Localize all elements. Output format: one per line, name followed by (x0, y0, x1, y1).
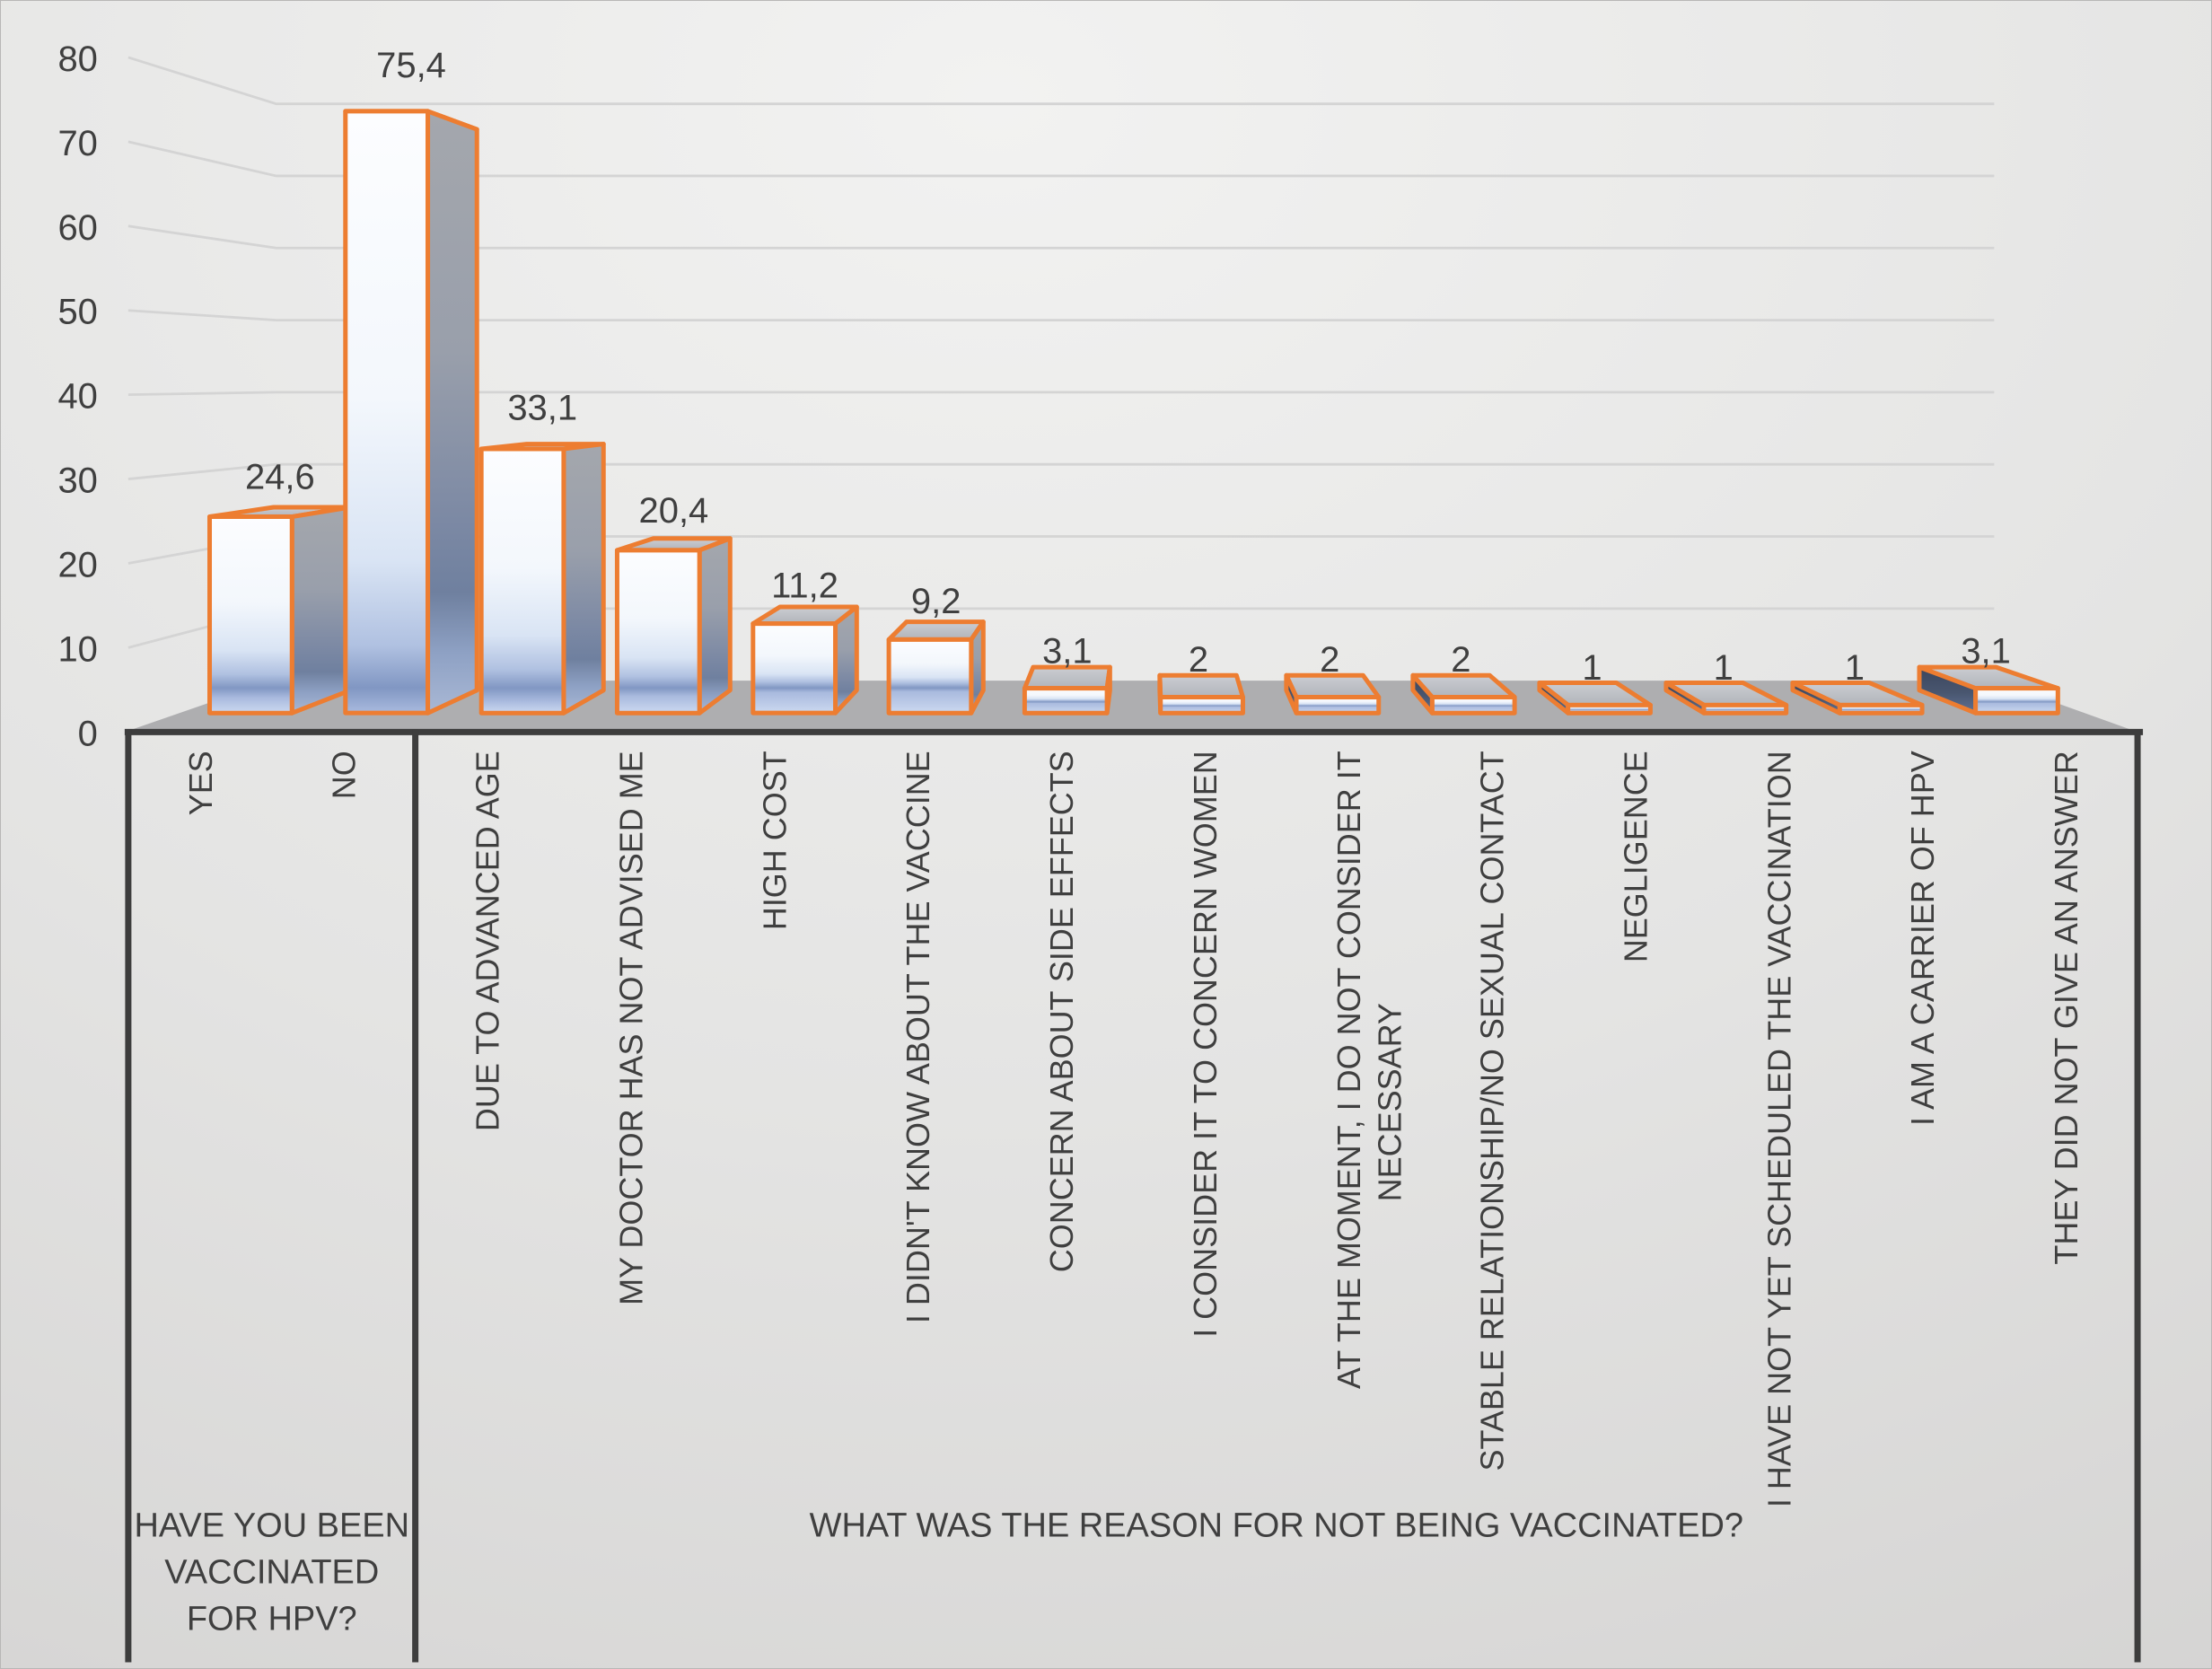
category-label: STABLE RELATIONSHIP/NO SEXUAL CONTACT (1474, 751, 1511, 1471)
bar-0 (207, 505, 353, 716)
bar-value-label: 9,2 (911, 582, 961, 621)
bar-value-label: 2 (1320, 640, 1339, 680)
gridline (127, 309, 1995, 322)
bar-front-face (886, 637, 974, 716)
bar-front-face (478, 446, 566, 716)
category-label: NEGLIGENCE (1618, 751, 1655, 962)
bar-front-face (1701, 702, 1789, 716)
bar-side-face (697, 536, 733, 716)
bar-front-face (1429, 694, 1517, 716)
y-axis-tick-label: 10 (57, 629, 97, 669)
y-axis-tick-label: 50 (57, 293, 97, 332)
category-label: NO (326, 751, 363, 799)
bar-value-label: 1 (1845, 648, 1865, 688)
gridline (127, 56, 1995, 106)
bar-front-face (1566, 702, 1653, 716)
y-axis-tick-label: 80 (57, 40, 97, 79)
group-label: HAVE YOU BEEN VACCINATED FOR HPV? (134, 1507, 409, 1638)
bar-9 (1410, 672, 1517, 716)
y-axis-tick-label: 40 (57, 377, 97, 417)
category-label: HIGH COST (756, 751, 793, 930)
bar-front-face (1837, 702, 1925, 716)
bar-value-label: 24,6 (245, 457, 315, 496)
category-label: CONCERN ABOUT SIDE EFFECTS (1043, 751, 1080, 1272)
category-label: YES (182, 751, 219, 815)
category-label: I DIDN'T KNOW ABOUT THE VACCINE (900, 751, 936, 1323)
bar-13 (1917, 664, 2060, 716)
bar-8 (1284, 672, 1382, 716)
bar-front-face (750, 621, 838, 716)
bar-front-face (207, 514, 294, 716)
y-axis-tick-label: 20 (57, 545, 97, 584)
bar-value-label: 3,1 (1042, 631, 1093, 671)
bar-2 (478, 442, 606, 716)
bar-6 (1022, 664, 1112, 716)
category-label: DUE TO ADVANCED AGE (470, 751, 506, 1131)
bar-4 (750, 604, 859, 716)
y-axis-tick-label: 60 (57, 208, 97, 248)
gridline (127, 462, 1995, 480)
y-axis-tick-label: 0 (78, 714, 98, 753)
bar-side-face (426, 109, 479, 716)
category-label: THEY DID NOT GIVE AN ANSWER (2048, 751, 2085, 1264)
bar-10 (1537, 681, 1653, 716)
bar-1 (343, 109, 479, 716)
bar-value-label: 3,1 (1961, 631, 2011, 671)
bar-11 (1663, 681, 1789, 716)
category-label: I HAVE NOT YET SCHEDULED THE VACCINATION (1760, 751, 1797, 1507)
gridline (127, 391, 1995, 397)
bar-3 (614, 536, 733, 716)
bar-value-label: 33,1 (507, 389, 577, 428)
bar-front-face (1294, 694, 1382, 716)
bar-top-face (886, 619, 986, 642)
bar-value-label: 2 (1189, 640, 1208, 680)
category-label: MY DOCTOR HAS NOT ADVISED ME (612, 751, 649, 1305)
bar-front-face (343, 109, 431, 716)
bar-value-label: 11,2 (771, 566, 838, 605)
y-axis-tick-label: 70 (57, 124, 97, 163)
bar-front-face (614, 548, 702, 716)
bar-value-label: 20,4 (639, 491, 709, 531)
gridline (127, 140, 1995, 178)
bar-front-face (1973, 686, 2060, 716)
category-label: AT THE MOMENT, I DO NOT CONSIDER IT NECES… (1330, 751, 1409, 1389)
bar-7 (1157, 672, 1245, 716)
bar-value-label: 2 (1451, 640, 1470, 680)
group-label: WHAT WAS THE REASON FOR NOT BEING VACCIN… (810, 1507, 1743, 1545)
y-axis-tick-label: 30 (57, 461, 97, 501)
bar-5 (886, 619, 986, 716)
bar-side-face (289, 505, 353, 716)
category-label: I AM A CARRIER OF HPV (1904, 751, 1941, 1126)
category-label: I CONSIDER IT TO CONCERN WOMEN (1187, 751, 1224, 1337)
bar-value-label: 75,4 (376, 46, 446, 85)
bar-12 (1790, 681, 1925, 716)
gridline (127, 224, 1995, 250)
bar-side-face (561, 442, 606, 716)
bar-value-label: 1 (1714, 648, 1734, 688)
bar-value-label: 1 (1582, 648, 1602, 688)
bar-front-face (1022, 686, 1110, 716)
bar-front-face (1158, 694, 1245, 716)
